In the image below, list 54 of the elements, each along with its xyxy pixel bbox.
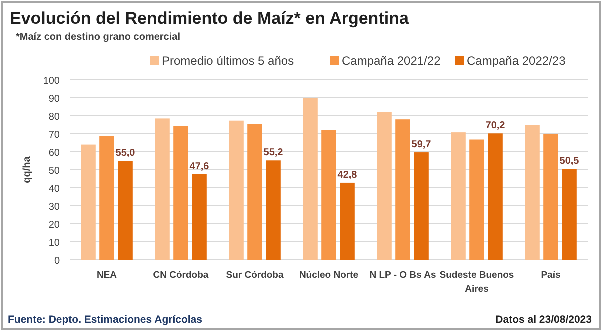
y-axis-title: qq/ha xyxy=(22,156,33,184)
data-label: 50,5 xyxy=(560,156,580,168)
bar xyxy=(322,130,336,260)
bar xyxy=(525,125,540,260)
chart-subtitle: *Maíz con destino grano comercial xyxy=(16,32,181,43)
x-tick-label: N LP - O Bs As xyxy=(370,270,436,281)
bar xyxy=(174,126,188,260)
bar xyxy=(451,132,466,260)
x-tick-label: Sudeste Buenos Aires xyxy=(440,270,514,295)
y-tick-label: 90 xyxy=(48,94,60,105)
data-label: 70,2 xyxy=(486,120,506,132)
x-tick-label: CN Córdoba xyxy=(153,270,210,281)
y-tick-label: 0 xyxy=(54,256,60,267)
y-tick-label: 60 xyxy=(48,148,60,159)
bar xyxy=(248,124,262,260)
x-tick-label: Sur Córdoba xyxy=(226,270,284,281)
y-tick-label: 40 xyxy=(48,184,60,195)
chart-title: Evolución del Rendimiento de Maíz* en Argentina xyxy=(10,9,410,28)
bar xyxy=(414,152,429,260)
bar xyxy=(377,112,392,260)
y-tick-label: 70 xyxy=(48,130,60,141)
legend-label: Promedio últimos 5 años xyxy=(162,54,294,68)
bar xyxy=(562,169,577,260)
y-tick-label: 10 xyxy=(48,238,60,249)
data-label: 42,8 xyxy=(338,170,358,181)
bar xyxy=(470,140,484,260)
legend-label: Campaña 2022/23 xyxy=(467,54,566,68)
bar xyxy=(100,136,114,260)
data-label: 59,7 xyxy=(412,140,432,151)
x-tick-label: Núcleo Norte xyxy=(299,270,359,281)
y-tick-label: 80 xyxy=(48,112,60,123)
y-tick-label: 100 xyxy=(43,76,60,87)
y-tick-label: 50 xyxy=(48,166,60,177)
bar xyxy=(266,160,281,260)
bar xyxy=(303,98,318,260)
legend-label: Campaña 2021/22 xyxy=(342,54,442,68)
bar xyxy=(544,134,558,260)
data-label: 55,0 xyxy=(116,148,136,159)
x-tick-label: NEA xyxy=(96,270,118,281)
bar xyxy=(192,174,207,260)
x-tick-label: País xyxy=(541,270,561,281)
y-tick-label: 30 xyxy=(48,202,60,213)
bar xyxy=(155,118,170,260)
source-note: Fuente: Depto. Estimaciones Agrícolas xyxy=(8,314,203,326)
bar xyxy=(488,134,503,260)
bar xyxy=(118,161,133,260)
data-label: 47,6 xyxy=(190,161,210,172)
y-tick-label: 20 xyxy=(48,220,60,231)
bar xyxy=(81,144,96,260)
data-label: 55,2 xyxy=(264,148,284,159)
bar xyxy=(396,120,410,260)
bar xyxy=(229,120,244,260)
bar xyxy=(340,182,355,260)
text: Datos al 23/08/2023 xyxy=(496,314,592,326)
